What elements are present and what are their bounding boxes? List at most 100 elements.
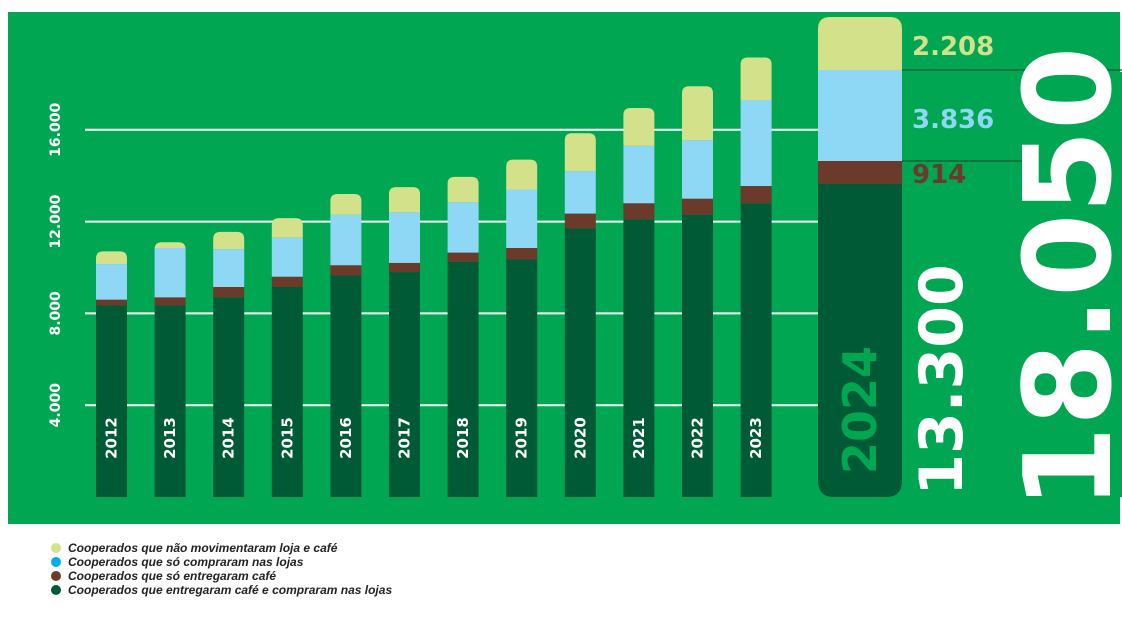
bar-segment	[506, 259, 538, 497]
bar-segment	[740, 186, 772, 204]
segment-value-label: 2.208	[912, 32, 994, 62]
bar-segment	[682, 86, 713, 141]
bar-group-2017: 2017	[389, 187, 420, 497]
bar-segment	[564, 133, 596, 172]
bar-group-2022: 2022	[682, 86, 713, 497]
category-label: 2018	[454, 417, 472, 459]
bar-segment	[271, 287, 303, 497]
bar-segment	[623, 203, 655, 220]
bar-segment	[154, 247, 186, 298]
bar-segment	[682, 214, 713, 497]
bar-segment	[389, 187, 420, 213]
bar-segment	[818, 17, 902, 70]
bar-segment	[96, 251, 127, 265]
bar-segment	[506, 159, 538, 190]
bar-segment	[447, 202, 479, 253]
legend-label: Cooperados que só entregaram café	[68, 569, 276, 583]
category-label: 2020	[571, 417, 589, 459]
bar-segment	[96, 305, 127, 497]
y-axis-ticks: 4.000 8.000 12.000 16.000	[48, 103, 64, 428]
category-label: 2012	[103, 417, 121, 459]
category-label: 2019	[513, 417, 531, 459]
bar-segment	[389, 272, 420, 497]
bar-group-2021: 2021	[623, 107, 655, 497]
bar-segment	[330, 214, 362, 266]
category-label: 2013	[161, 417, 179, 459]
bar-segment	[447, 252, 479, 262]
category-label: 2023	[747, 417, 765, 459]
y-tick-label: 4.000	[48, 383, 64, 428]
bar-group-2020: 2020	[564, 133, 596, 498]
category-label: 2021	[630, 417, 648, 459]
bar-segment	[213, 297, 245, 497]
bar-segment	[213, 287, 245, 298]
bar-segment	[213, 249, 245, 288]
bar-segment	[506, 247, 538, 260]
bar-segment	[213, 231, 245, 250]
bar-segment	[96, 264, 127, 300]
bar-group-2023: 2023	[740, 57, 772, 498]
bar-group-2018: 2018	[447, 176, 479, 497]
bars: 2012 2013 2014 2015 2016 2017 2018 2019 2020 2021…	[96, 57, 772, 498]
bar-segment	[564, 228, 596, 498]
category-label: 2022	[689, 417, 707, 459]
bar-group-2015: 2015	[271, 218, 303, 497]
bar-segment	[740, 57, 772, 100]
legend-swatch	[51, 557, 61, 567]
category-label: 2014	[220, 417, 238, 459]
bar-segment	[447, 261, 479, 497]
total-background	[1035, 72, 1122, 497]
bar-segment	[271, 218, 303, 238]
bar-segment	[154, 242, 186, 250]
legend: Cooperados que não movimentaram loja e c…	[51, 541, 392, 597]
bar-group-2024: 2024 2.208 3.836 914 13.300 18.050	[818, 17, 1122, 510]
y-tick-label: 8.000	[48, 291, 64, 336]
bar-segment	[818, 70, 902, 161]
bar-segment	[623, 145, 655, 204]
bar-segment	[96, 299, 127, 306]
y-tick-label: 12.000	[48, 194, 64, 248]
segment-value-label: 3.836	[912, 105, 994, 135]
bar-segment	[271, 237, 303, 277]
bar-group-2012: 2012	[96, 251, 127, 497]
bar-segment	[818, 184, 902, 497]
legend-label: Cooperados que entregaram café e comprar…	[68, 583, 392, 597]
bar-group-2019: 2019	[506, 159, 538, 497]
bar-segment	[740, 203, 772, 498]
bar-group-2013: 2013	[154, 242, 186, 497]
category-label: 2015	[278, 417, 296, 459]
bar-segment	[330, 194, 362, 215]
legend-swatch	[51, 543, 61, 553]
bar-segment	[447, 176, 479, 203]
segment-value-label: 13.300	[907, 264, 977, 496]
segment-value-label: 914	[912, 160, 966, 190]
bar-segment	[623, 107, 655, 146]
legend-label: Cooperados que não movimentaram loja e c…	[68, 541, 338, 555]
bar-segment	[623, 219, 655, 497]
bar-segment	[682, 140, 713, 199]
bar-segment	[330, 265, 362, 276]
y-tick-label: 16.000	[48, 103, 64, 157]
plot-background	[8, 12, 1120, 524]
highlight-2024: 2024 2.208 3.836 914 13.300 18.050	[818, 17, 1122, 510]
legend-swatch	[51, 571, 61, 581]
bar-segment	[564, 171, 596, 214]
bar-segment	[506, 189, 538, 248]
legend-swatch	[51, 585, 61, 595]
bar-segment	[389, 212, 420, 263]
legend-label: Cooperados que só compraram nas lojas	[68, 555, 304, 569]
bar-segment	[154, 305, 186, 497]
bar-segment	[271, 276, 303, 288]
bar-segment	[154, 297, 186, 306]
bar-group-2014: 2014	[213, 231, 245, 497]
bar-segment	[682, 198, 713, 215]
bar-segment	[389, 262, 420, 273]
bar-segment	[330, 275, 362, 497]
bar-segment	[818, 161, 902, 184]
total-value-label: 18.050	[1000, 46, 1122, 509]
bar-group-2016: 2016	[330, 194, 362, 497]
bar-segment	[740, 99, 772, 187]
category-label: 2016	[337, 417, 355, 459]
category-label: 2024	[833, 346, 887, 474]
